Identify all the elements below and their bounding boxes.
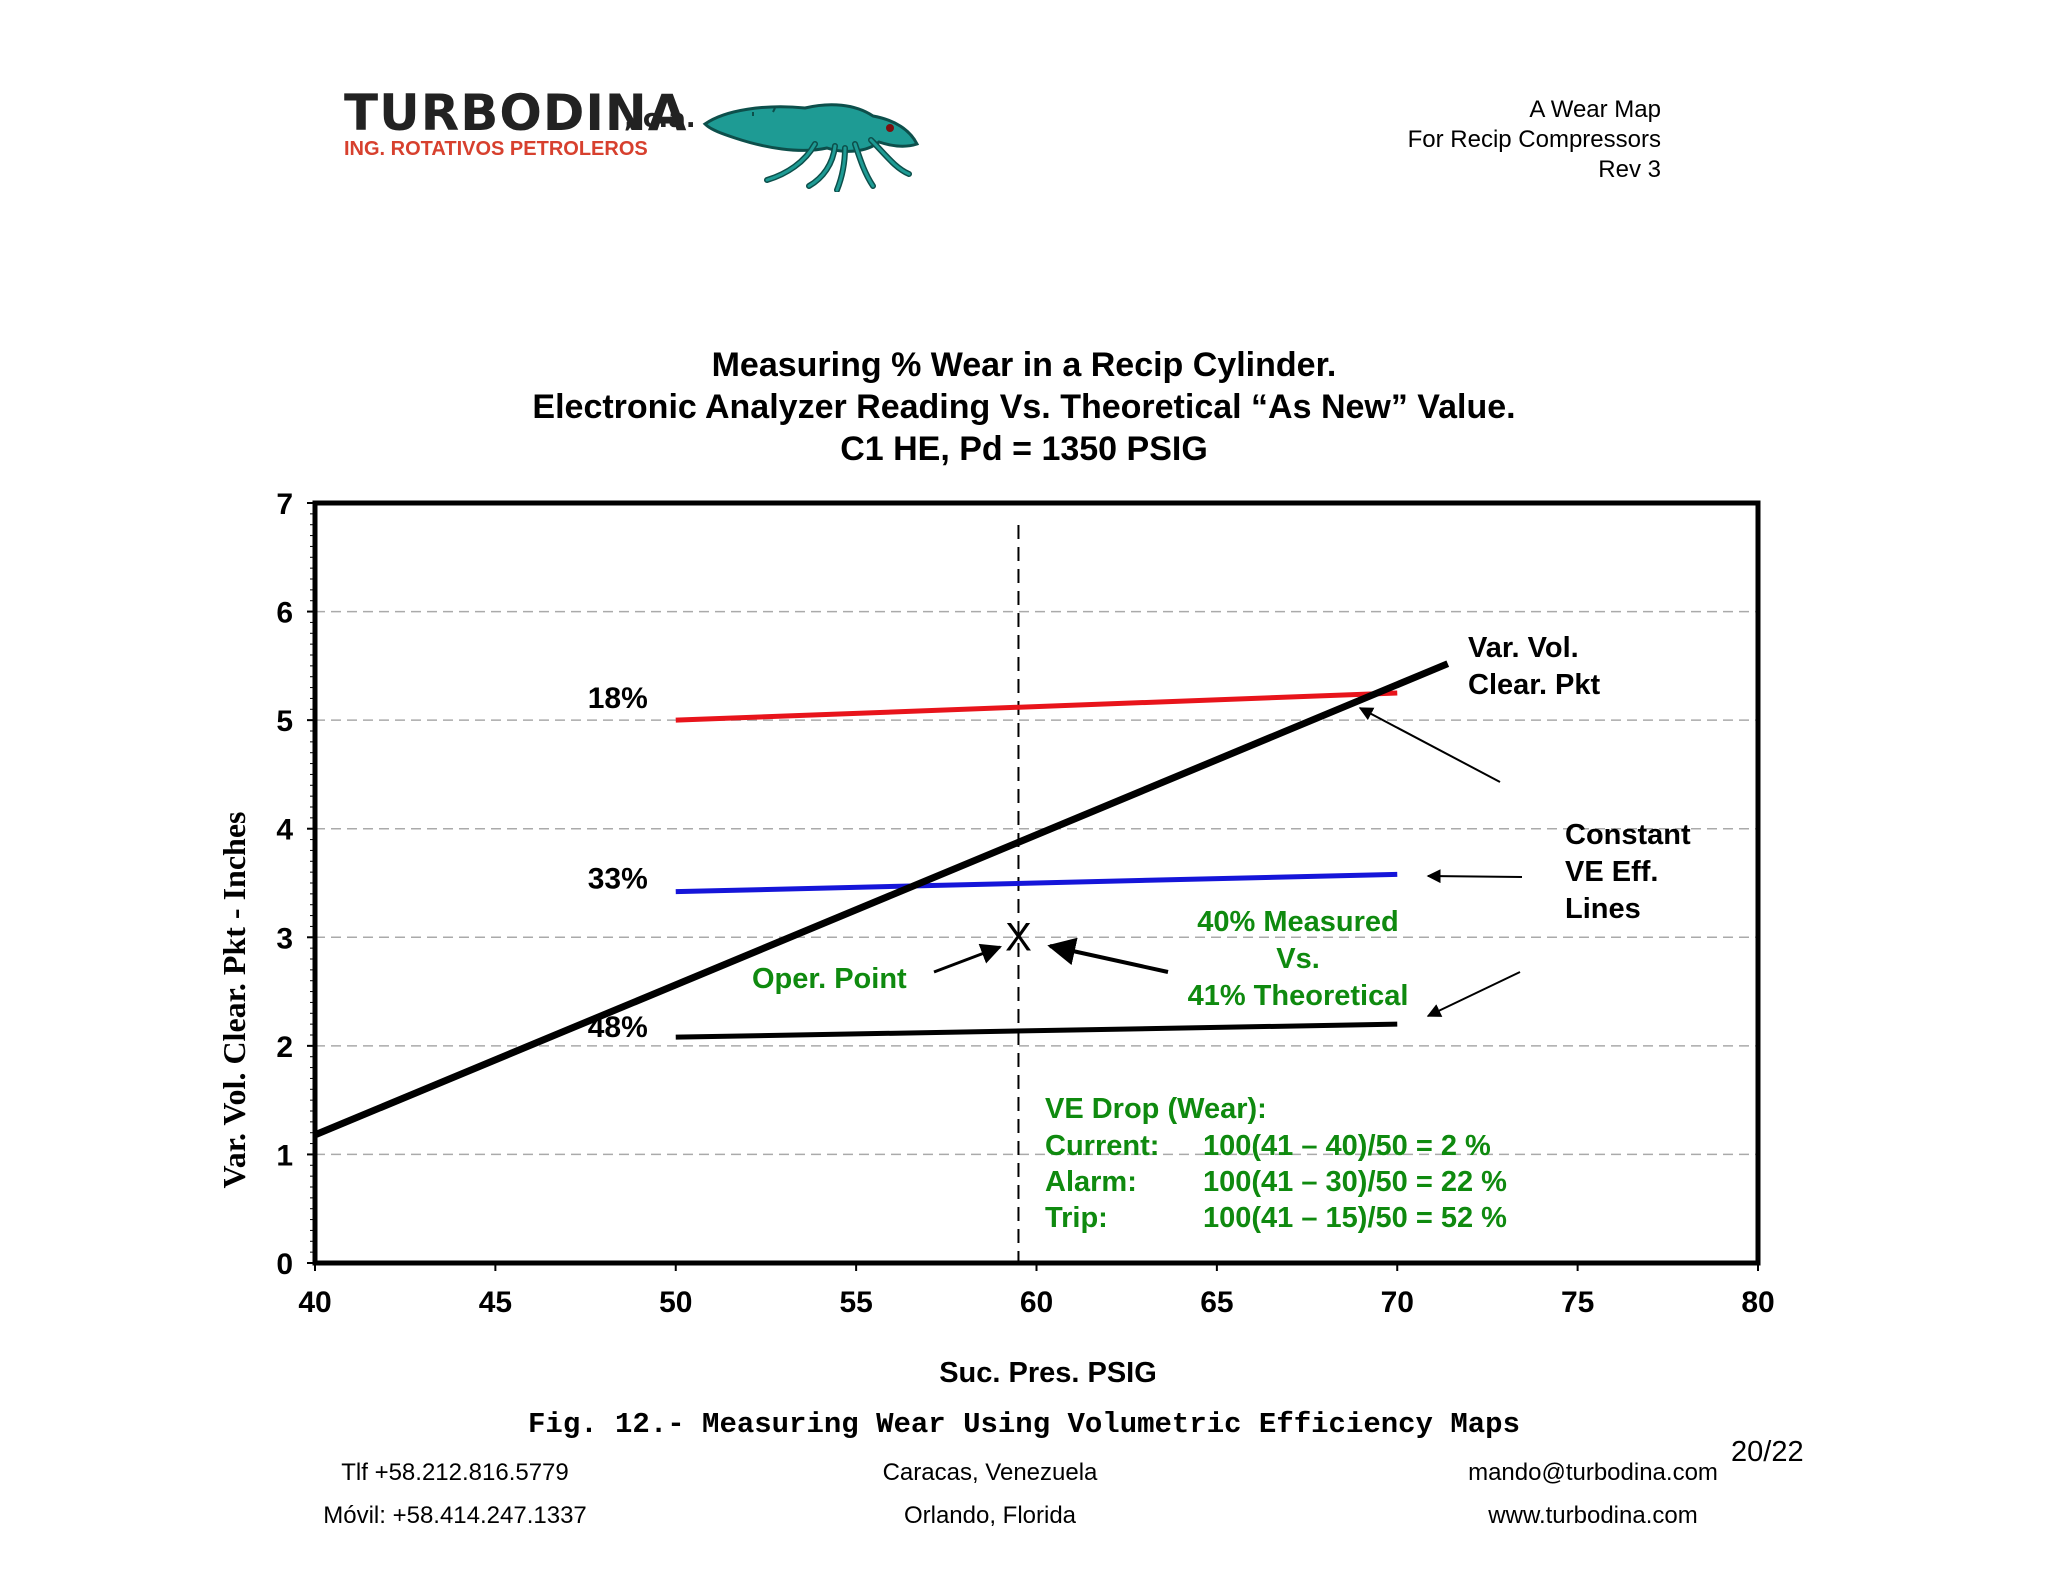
ve-drop-title: VE Drop (Wear): (1045, 1093, 1267, 1125)
var-vol-label-line-1: Var. Vol. (1468, 632, 1579, 664)
ve-drop-trip-label: Trip: (1045, 1202, 1108, 1234)
doc-line-title: A Wear Map (1529, 96, 1661, 123)
constant-arrow-black (1426, 971, 1521, 1017)
x-tick-label-55: 55 (839, 1286, 872, 1319)
ve-drop-trip-formula: 100(41 – 15)/50 = 52 % (1203, 1202, 1507, 1234)
var-vol-label-line-2: Clear. Pkt (1468, 669, 1601, 701)
constant-label-line-2: VE Eff. (1565, 856, 1658, 888)
constant-arrow-blue (1426, 869, 1523, 884)
y-tick-label-7: 7 (276, 488, 293, 521)
operating-point-marker: X (1005, 915, 1032, 959)
doc-line-revision: Rev 3 (1598, 156, 1661, 183)
y-tick-label-5: 5 (276, 705, 293, 738)
ve-drop-alarm-label: Alarm: (1045, 1166, 1137, 1198)
figure-caption: Fig. 12.- Measuring Wear Using Volumetri… (528, 1408, 1520, 1441)
measured-label-line-3: 41% Theoretical (1188, 980, 1409, 1012)
footer-phone: Tlf +58.212.816.5779 (341, 1459, 569, 1486)
measured-label-line-2: Vs. (1276, 943, 1320, 975)
logo-suffix: , c.a. (624, 104, 696, 134)
squid-logo-icon (702, 103, 920, 192)
axis-ticks (307, 502, 1759, 1271)
footer-city-caracas: Caracas, Venezuela (882, 1459, 1098, 1486)
series-label-33: 33% (588, 863, 648, 896)
measured-label-line-1: 40% Measured (1197, 906, 1399, 938)
x-tick-label-40: 40 (298, 1286, 331, 1319)
logo-tagline: ING. ROTATIVOS PETROLEROS (344, 138, 648, 160)
document-meta: A Wear Map For Recip Compressors Rev 3 (1408, 95, 1661, 185)
ve-drop-current-label: Current: (1045, 1130, 1159, 1162)
ve-drop-alarm-formula: 100(41 – 30)/50 = 22 % (1203, 1166, 1507, 1198)
series-label-48: 48% (588, 1011, 648, 1044)
y-tick-label-4: 4 (276, 814, 293, 847)
y-tick-label-6: 6 (276, 597, 293, 630)
chart-title-line-2: Electronic Analyzer Reading Vs. Theoreti… (532, 388, 1516, 426)
series-label-18: 18% (588, 682, 648, 715)
x-tick-label-80: 80 (1741, 1286, 1774, 1319)
chart-title-line-1: Measuring % Wear in a Recip Cylinder. (711, 346, 1337, 384)
oper-point-label: Oper. Point (752, 963, 907, 995)
x-tick-label-60: 60 (1020, 1286, 1053, 1319)
y-axis-label: Var. Vol. Clear. Pkt - Inches (216, 812, 252, 1189)
chart-title-line-3: C1 HE, Pd = 1350 PSIG (840, 430, 1208, 468)
y-tick-label-0: 0 (276, 1248, 293, 1281)
oper-point-arrow (933, 943, 1002, 974)
x-tick-label-45: 45 (479, 1286, 512, 1319)
x-axis-label: Suc. Pres. PSIG (939, 1357, 1157, 1389)
series-line-var-vol-clear-pkt (313, 660, 1450, 1139)
logo-name: TURBODINA (344, 84, 688, 142)
series-line-18 (675, 690, 1398, 723)
page-number: 20/22 (1731, 1436, 1804, 1468)
y-tick-label-1: 1 (276, 1139, 293, 1172)
chart-title: Measuring % Wear in a Recip Cylinder. El… (0, 344, 2048, 470)
ve-drop-current-formula: 100(41 – 40)/50 = 2 % (1203, 1130, 1491, 1162)
series-line-48 (675, 1021, 1398, 1040)
x-tick-label-50: 50 (659, 1286, 692, 1319)
series-lines (313, 660, 1450, 1139)
footer-city-orlando: Orlando, Florida (903, 1502, 1077, 1529)
constant-label-line-3: Lines (1565, 893, 1641, 925)
x-tick-label-75: 75 (1561, 1286, 1594, 1319)
constant-label-line-1: Constant (1565, 819, 1691, 851)
doc-line-subject: For Recip Compressors (1407, 126, 1661, 153)
series-line-33 (675, 871, 1398, 895)
footer-mobile: Móvil: +58.414.247.1337 (323, 1502, 587, 1529)
measured-arrow (1047, 937, 1169, 974)
x-tick-label-70: 70 (1381, 1286, 1414, 1319)
y-tick-label-3: 3 (276, 922, 293, 955)
y-tick-label-2: 2 (276, 1031, 293, 1064)
grid-lines (315, 610, 1758, 1156)
x-tick-label-65: 65 (1200, 1286, 1233, 1319)
footer-email[interactable]: mando@turbodina.com (1468, 1459, 1718, 1486)
footer-website[interactable]: www.turbodina.com (1488, 1502, 1698, 1529)
var-vol-arrow (1358, 707, 1501, 783)
annotation-arrows (933, 707, 1523, 1017)
